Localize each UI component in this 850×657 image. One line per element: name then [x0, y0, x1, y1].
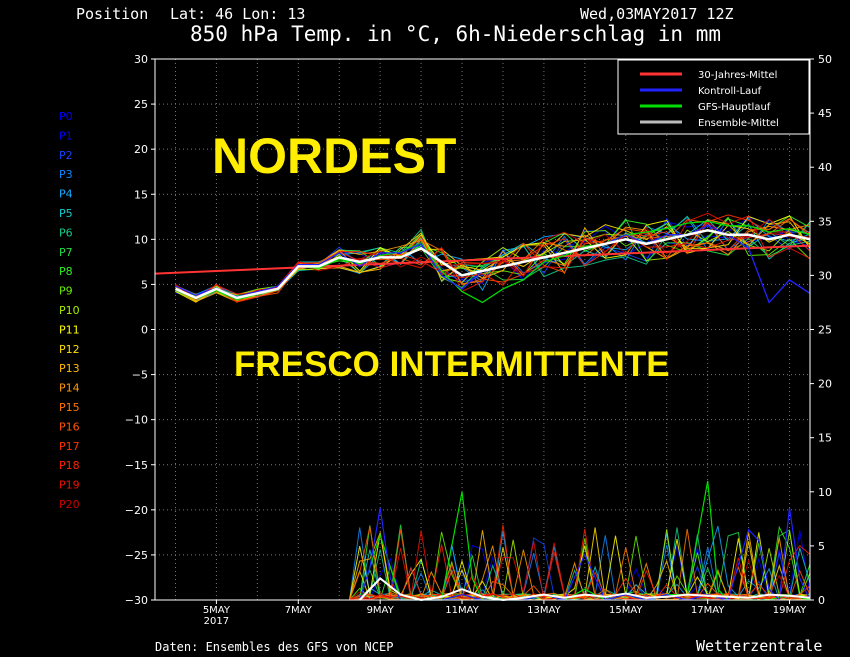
y-left-tick-label: −5	[132, 369, 148, 382]
ensemble-mean-precip-line	[358, 577, 811, 602]
ensemble-member-lines	[175, 212, 811, 303]
member-label: P9	[59, 285, 73, 298]
y-right-tick-label: 0	[818, 594, 825, 607]
member-temp-line	[175, 216, 811, 295]
member-label-list: P0 P1 P2 P3 P4 P5 P6 P7 P8 P9 P10 P11 P12 P13 P14 P15 P1…	[59, 110, 80, 511]
legend-label: 30-Jahres-Mittel	[698, 70, 777, 81]
y-left-tick-label: 10	[134, 233, 148, 246]
overlay-nordest: NORDEST	[212, 128, 456, 184]
lat-lon: Lat: 46 Lon: 13	[170, 5, 306, 23]
y-right-tick-label: 40	[818, 161, 832, 174]
y-left-tick-label: −30	[125, 594, 148, 607]
member-label: P18	[59, 459, 80, 472]
data-source: Daten: Ensembles des GFS von NCEP	[155, 640, 394, 654]
member-label: P1	[59, 129, 73, 142]
y-right-tick-label: 25	[818, 324, 832, 337]
member-label: P0	[59, 110, 73, 123]
y-left-tick-label: 0	[141, 324, 148, 337]
y-left-tick-label: −10	[125, 414, 148, 427]
highlight-series	[154, 220, 811, 602]
member-label: P17	[59, 440, 80, 453]
ensemble-mean-line	[174, 229, 811, 300]
y-left-tick-label: −15	[125, 459, 148, 472]
y-left-tick-label: −25	[125, 549, 148, 562]
y-left-tick-label: 30	[134, 53, 148, 66]
y-right-tick-label: 35	[818, 215, 832, 228]
y-right-tick-label: 15	[818, 432, 832, 445]
x-tick-label: 15MAY	[609, 605, 643, 616]
member-label: P20	[59, 498, 80, 511]
overlay-fresco: FRESCO INTERMITTENTE	[234, 345, 670, 384]
position-label: Position	[76, 5, 149, 23]
member-precip-line	[175, 527, 811, 601]
y-right-tick-label: 30	[818, 269, 832, 282]
x-tick-label: 11MAY	[445, 605, 479, 616]
y-left-ticks: 30 25 20 15 10 5 0 −5 −10 −15 −20 −25 −30	[125, 53, 155, 607]
y-right-tick-label: 5	[818, 540, 825, 553]
member-label: P6	[59, 226, 73, 239]
chart-title: 850 hPa Temp. in °C, 6h-Niederschlag in …	[190, 22, 722, 46]
legend-label: Kontroll-Lauf	[698, 86, 762, 97]
legend-label: GFS-Hauptlauf	[698, 102, 771, 113]
member-precip-line	[175, 525, 811, 601]
y-right-tick-label: 45	[818, 107, 832, 120]
y-left-tick-label: 25	[134, 98, 148, 111]
member-label: P10	[59, 304, 80, 317]
y-right-tick-label: 50	[818, 53, 832, 66]
run-date: Wed,03MAY2017 12Z	[580, 5, 734, 23]
member-precip-line	[175, 527, 811, 601]
member-label: P3	[59, 168, 73, 181]
member-label: P12	[59, 343, 80, 356]
x-tick-label: 2017	[204, 616, 229, 627]
y-left-tick-label: 5	[141, 278, 148, 291]
member-label: P14	[59, 382, 80, 395]
control-run-precip-line	[359, 507, 811, 602]
y-left-tick-label: −20	[125, 504, 148, 517]
member-label: P13	[59, 362, 80, 375]
legend-label: Ensemble-Mittel	[698, 118, 779, 129]
x-tick-label: 7MAY	[285, 605, 313, 616]
member-label: P5	[59, 207, 73, 220]
brand: Wetterzentrale	[696, 637, 823, 655]
member-label: P2	[59, 149, 73, 162]
legend: 30-Jahres-Mittel Kontroll-Lauf GFS-Hauptla…	[617, 59, 810, 135]
x-tick-label: 19MAY	[773, 605, 807, 616]
member-label: P7	[59, 246, 73, 259]
y-right-tick-label: 20	[818, 378, 832, 391]
x-tick-label: 17MAY	[691, 605, 725, 616]
member-label: P8	[59, 265, 73, 278]
y-left-tick-label: 15	[134, 188, 148, 201]
member-label: P19	[59, 479, 80, 492]
x-tick-label: 5MAY	[203, 605, 231, 616]
member-precip-line	[175, 527, 811, 601]
member-label: P11	[59, 323, 80, 336]
member-label: P15	[59, 401, 80, 414]
y-right-tick-label: 10	[818, 486, 832, 499]
x-tick-label: 13MAY	[527, 605, 561, 616]
member-label: P16	[59, 420, 80, 433]
member-label: P4	[59, 188, 73, 201]
climate-mean-line	[154, 244, 811, 275]
x-tick-label: 9MAY	[367, 605, 395, 616]
y-left-tick-label: 20	[134, 143, 148, 156]
